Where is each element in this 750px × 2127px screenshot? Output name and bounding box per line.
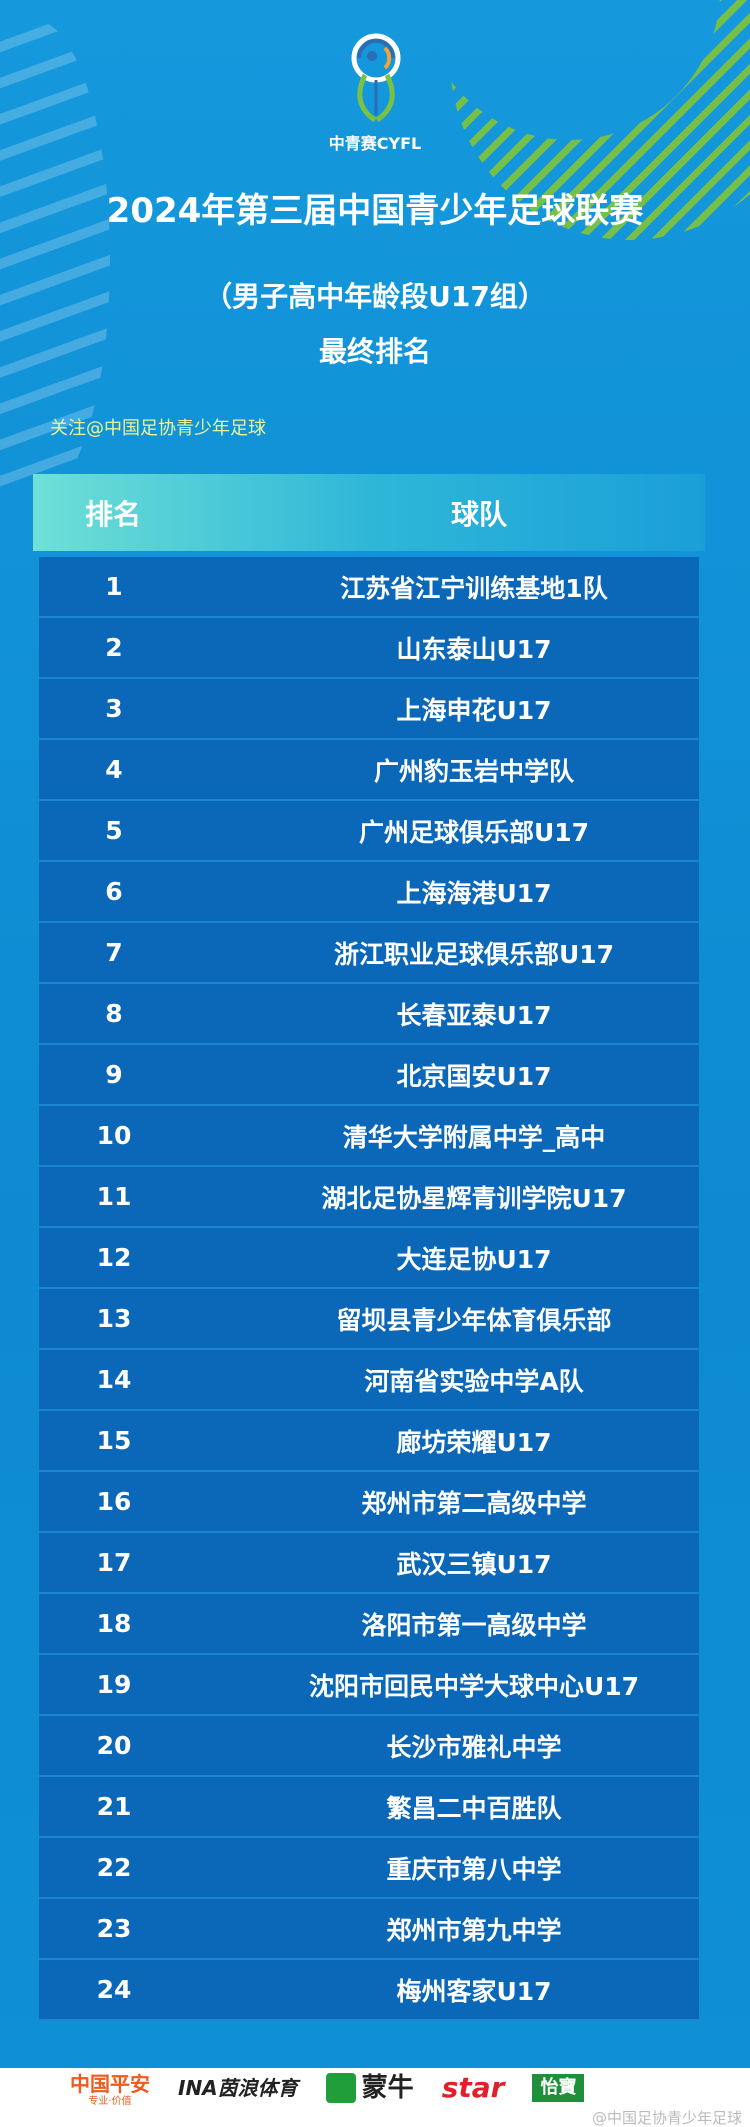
- rank-cell: 5: [105, 816, 123, 845]
- rank-cell: 20: [96, 1731, 132, 1760]
- rank-cell: 16: [96, 1487, 132, 1516]
- rank-cell: 24: [96, 1975, 132, 2004]
- team-cell: 梅州客家U17: [396, 1976, 552, 2006]
- table-row: 19 沈阳市回民中学大球中心U17: [39, 1655, 699, 1716]
- table-row: 8 长春亚泰U17: [39, 984, 699, 1045]
- rank-cell: 11: [96, 1182, 132, 1211]
- cyfl-logo-icon: [351, 33, 401, 123]
- table-row: 22 重庆市第八中学: [39, 1838, 699, 1899]
- team-cell: 北京国安U17: [396, 1061, 552, 1091]
- team-cell: 上海海港U17: [396, 878, 552, 908]
- subtitle-ranking: 最终排名: [318, 335, 431, 368]
- team-cell: 山东泰山U17: [396, 634, 552, 664]
- rank-cell: 9: [105, 1060, 123, 1089]
- team-cell: 长春亚泰U17: [396, 1000, 552, 1030]
- table-row: 16 郑州市第二高级中学: [39, 1472, 699, 1533]
- footer-strip: [0, 2110, 750, 2127]
- team-cell: 上海申花U17: [396, 695, 552, 725]
- team-cell: 长沙市雅礼中学: [386, 1732, 562, 1762]
- team-cell: 河南省实验中学A队: [364, 1366, 584, 1396]
- sponsor-yibao: 怡寶: [532, 2074, 585, 2102]
- table-row: 20 长沙市雅礼中学: [39, 1716, 699, 1777]
- rank-cell: 10: [96, 1121, 132, 1150]
- ranking-table: 排名 球队 1 江苏省江宁训练基地1队 2 山东泰山U17 3 上海申花U17 4 广州豹玉岩…: [33, 474, 705, 2021]
- rank-cell: 19: [96, 1670, 132, 1699]
- rank-cell: 2: [105, 633, 123, 662]
- table-row: 11 湖北足协星辉青训学院U17: [39, 1167, 699, 1228]
- logo-text: 中青赛CYFL: [328, 134, 422, 153]
- team-cell: 湖北足协星辉青训学院U17: [321, 1183, 627, 1213]
- table-header: 排名 球队: [33, 474, 705, 551]
- rank-cell: 8: [105, 999, 123, 1028]
- team-cell: 武汉三镇U17: [396, 1549, 552, 1579]
- rank-cell: 12: [96, 1243, 132, 1272]
- rank-cell: 15: [96, 1426, 132, 1455]
- team-cell: 郑州市第九中学: [386, 1915, 562, 1945]
- page-title: 2024年第三届中国青少年足球联赛: [106, 191, 644, 231]
- team-cell: 广州足球俱乐部U17: [358, 817, 590, 847]
- rank-cell: 18: [96, 1609, 132, 1638]
- sponsor-mengniu: 蒙牛: [325, 2072, 414, 2104]
- rank-cell: 21: [96, 1792, 132, 1821]
- table-row: 2 山东泰山U17: [39, 618, 699, 679]
- rank-cell: 7: [105, 938, 123, 967]
- team-cell: 重庆市第八中学: [386, 1854, 562, 1884]
- table-row: 21 繁昌二中百胜队: [39, 1777, 699, 1838]
- team-cell: 洛阳市第一高级中学: [361, 1610, 587, 1640]
- table-row: 5 广州足球俱乐部U17: [39, 801, 699, 862]
- rank-cell: 17: [96, 1548, 132, 1577]
- header-rank: 排名: [84, 497, 141, 531]
- team-cell: 留坝县青少年体育俱乐部: [336, 1305, 612, 1335]
- rank-cell: 23: [96, 1914, 132, 1943]
- table-row: 10 清华大学附属中学_高中: [39, 1106, 699, 1167]
- table-row: 13 留坝县青少年体育俱乐部: [39, 1289, 699, 1350]
- sponsor-star: star: [441, 2071, 505, 2104]
- sponsor-pingan: 中国平安 专业·价值: [70, 2072, 150, 2107]
- sponsor-bar: 中国平安 专业·价值 INA茵浪体育 蒙牛 star 怡寶: [0, 2068, 750, 2110]
- header-team: 球队: [450, 497, 507, 531]
- table-row: 4 广州豹玉岩中学队: [39, 740, 699, 801]
- team-cell: 郑州市第二高级中学: [361, 1488, 587, 1518]
- team-cell: 江苏省江宁训练基地1队: [340, 573, 608, 603]
- team-cell: 廊坊荣耀U17: [396, 1427, 552, 1457]
- table-row: 24 梅州客家U17: [39, 1960, 699, 2021]
- rank-cell: 6: [105, 877, 123, 906]
- table-row: 6 上海海港U17: [39, 862, 699, 923]
- table-row: 23 郑州市第九中学: [39, 1899, 699, 1960]
- table-row: 15 廊坊荣耀U17: [39, 1411, 699, 1472]
- table-row: 18 洛阳市第一高级中学: [39, 1594, 699, 1655]
- table-row: 7 浙江职业足球俱乐部U17: [39, 923, 699, 984]
- table-row: 14 河南省实验中学A队: [39, 1350, 699, 1411]
- follow-text: 关注@中国足协青少年足球: [50, 418, 266, 439]
- table-row: 1 江苏省江宁训练基地1队: [39, 557, 699, 618]
- team-cell: 繁昌二中百胜队: [386, 1793, 562, 1823]
- rank-cell: 3: [105, 694, 123, 723]
- mengniu-logo-icon: [325, 2073, 356, 2103]
- rank-cell: 14: [96, 1365, 132, 1394]
- subtitle: （男子高中年龄段U17组）: [204, 280, 546, 313]
- watermark: @中国足协青少年足球: [591, 2109, 742, 2127]
- team-cell: 广州豹玉岩中学队: [373, 756, 574, 786]
- table-row: 3 上海申花U17: [39, 679, 699, 740]
- team-cell: 浙江职业足球俱乐部U17: [333, 939, 615, 969]
- rank-cell: 1: [105, 572, 123, 601]
- rank-cell: 22: [96, 1853, 132, 1882]
- table-row: 9 北京国安U17: [39, 1045, 699, 1106]
- rank-cell: 4: [105, 755, 123, 784]
- rank-cell: 13: [96, 1304, 132, 1333]
- team-cell: 清华大学附属中学_高中: [342, 1122, 606, 1152]
- table-row: 17 武汉三镇U17: [39, 1533, 699, 1594]
- team-cell: 大连足协U17: [396, 1244, 552, 1274]
- sponsor-ina: INA茵浪体育: [178, 2076, 298, 2100]
- team-cell: 沈阳市回民中学大球中心U17: [308, 1671, 640, 1701]
- table-row: 12 大连足协U17: [39, 1228, 699, 1289]
